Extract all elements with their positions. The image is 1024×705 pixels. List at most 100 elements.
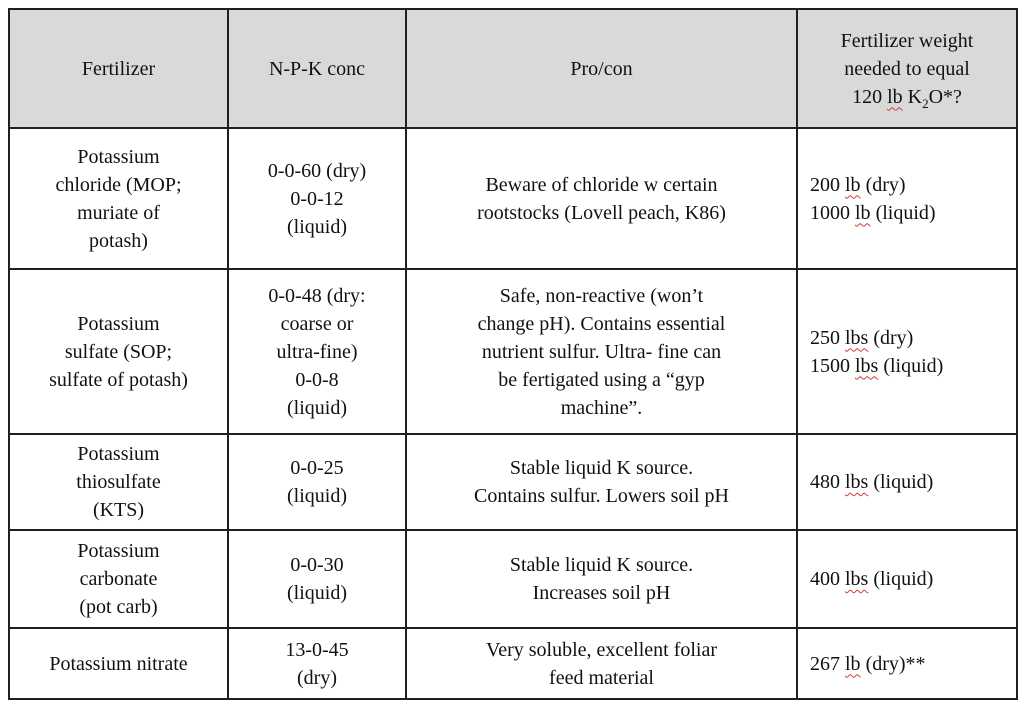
weight-line: 480 lbs (liquid) [810,468,1012,496]
text-line: feed material [549,666,654,689]
weight-form: (liquid) [868,568,934,590]
weight-form: (dry) [868,326,914,349]
weight-line: 1500 lbs (liquid) [810,352,1012,380]
weight-line: 267 lb (dry)** [810,650,1012,678]
weight-amount: 1000 [810,201,855,224]
header-weight-line: 120 lb K2O*? [802,83,1012,111]
fertilizer-cell: Potassium chloride (MOP; muriate of potash) [8,127,229,270]
weight-line: 1000 lb (liquid) [810,199,1012,227]
text-line: 0-0-25 [290,457,344,479]
text-line: Contains sulfur. Lowers soil pH [474,485,729,507]
text-line: 13-0-45 [285,638,349,661]
weight-amount: 120 [852,85,888,108]
weight-form: (dry) [860,173,906,196]
weight-cell: 400 lbs (liquid) [796,529,1018,629]
text-line: (liquid) [287,215,347,238]
text-line: (dry) [297,666,337,689]
table-row: Potassium carbonate (pot carb) 0-0-30 (liqui… [8,529,1018,629]
npk-cell: 0-0-30 (liquid) [227,529,407,629]
text-line: Potassium [77,312,160,335]
table-header-row: Fertilizer N-P-K conc Pro/con Fertilizer… [8,8,1018,129]
weight-amount: 1500 [810,354,855,377]
text-line: carbonate [79,568,158,590]
col-header-weight: Fertilizer weight needed to equal 120 lb… [796,8,1018,129]
fertilizer-cell: Potassium sulfate (SOP; sulfate of potash) [8,268,229,435]
k2o-suffix: O*? [928,85,962,108]
text-line: (liquid) [287,485,347,507]
text-line: (pot carb) [79,596,158,618]
text-line: machine”. [560,396,643,419]
text-line: thiosulfate [76,471,161,493]
weight-form: (liquid) [868,471,934,493]
npk-cell: 0-0-48 (dry: coarse or ultra-fine) 0-0-8 (li… [227,268,407,435]
text-line: chloride (MOP; [55,173,182,196]
text-line: coarse or [280,312,354,335]
weight-amount: 400 [810,568,845,590]
text-line: muriate of [77,201,160,224]
weight-amount: 250 [810,326,845,349]
procon-cell: Beware of chloride w certain rootstocks (… [405,127,798,270]
procon-cell: Stable liquid K source. Contains sulfur. … [405,433,798,531]
weight-line: 200 lb (dry) [810,171,1012,199]
text-line: Potassium [77,540,160,562]
text-line: (liquid) [287,582,347,604]
fertilizer-cell: Potassium carbonate (pot carb) [8,529,229,629]
text-line: Potassium nitrate [49,652,188,675]
header-weight-line: needed to equal [844,57,970,80]
text-line: ultra-fine) [276,340,358,363]
k2o-subscript: 2 [922,95,929,111]
weight-form: (liquid) [870,201,936,224]
text-line: 0-0-48 (dry: [268,284,366,307]
text-line: Increases soil pH [532,582,671,604]
weight-cell: 267 lb (dry)** [796,627,1018,700]
text-line: 0-0-30 [290,554,344,576]
fertilizer-table: Fertilizer N-P-K conc Pro/con Fertilizer… [8,8,1018,700]
npk-cell: 13-0-45 (dry) [227,627,407,700]
text-line: 0-0-12 [290,187,344,210]
procon-cell: Safe, non-reactive (won’t change pH). Con… [405,268,798,435]
weight-cell: 480 lbs (liquid) [796,433,1018,531]
text-line: Potassium [77,443,160,465]
table-row: Potassium nitrate 13-0-45 (dry) Very solubl… [8,627,1018,700]
weight-unit-misspelled: lb [887,85,903,108]
weight-unit-misspelled: lb [855,201,871,224]
weight-unit-misspelled: lb [845,173,861,196]
weight-amount: 267 [810,652,845,675]
weight-line: 250 lbs (dry) [810,324,1012,352]
weight-unit-misspelled: lbs [845,326,869,349]
table-row: Potassium thiosulfate (KTS) 0-0-25 (liquid) S… [8,433,1018,531]
weight-cell: 250 lbs (dry) 1500 lbs (liquid) [796,268,1018,435]
k2o-prefix: K [902,85,923,108]
weight-line: 400 lbs (liquid) [810,565,1012,593]
text-line: sulfate (SOP; [64,340,173,363]
text-line: Safe, non-reactive (won’t [499,284,704,307]
text-line: be fertigated using a “gyp [498,368,705,391]
text-line: Stable liquid K source. [509,554,694,576]
npk-cell: 0-0-60 (dry) 0-0-12 (liquid) [227,127,407,270]
table-row: Potassium sulfate (SOP; sulfate of potash)… [8,268,1018,435]
weight-unit-misspelled: lbs [855,354,879,377]
table-body: Potassium chloride (MOP; muriate of potash)… [8,127,1018,700]
text-line: sulfate of potash) [49,368,188,391]
fertilizer-cell: Potassium nitrate [8,627,229,700]
weight-cell: 200 lb (dry) 1000 lb (liquid) [796,127,1018,270]
col-header-npk: N-P-K conc [227,8,407,129]
weight-amount: 480 [810,471,845,493]
text-line: (KTS) [92,499,145,521]
text-line: 0-0-60 (dry) [267,159,367,182]
text-line: change pH). Contains essential [477,312,726,335]
npk-cell: 0-0-25 (liquid) [227,433,407,531]
text-line: Potassium [77,145,160,168]
fertilizer-cell: Potassium thiosulfate (KTS) [8,433,229,531]
weight-form: (dry)** [860,652,926,675]
text-line: Stable liquid K source. [509,457,694,479]
procon-cell: Very soluble, excellent foliar feed mater… [405,627,798,700]
procon-cell: Stable liquid K source. Increases soil pH [405,529,798,629]
text-line: Beware of chloride w certain [485,173,718,196]
header-weight-line: Fertilizer weight [840,29,974,52]
text-line: Very soluble, excellent foliar [485,638,718,661]
weight-unit-misspelled: lb [845,652,861,675]
weight-unit-misspelled: lbs [845,568,869,590]
text-line: rootstocks (Lovell peach, K86) [477,201,726,224]
